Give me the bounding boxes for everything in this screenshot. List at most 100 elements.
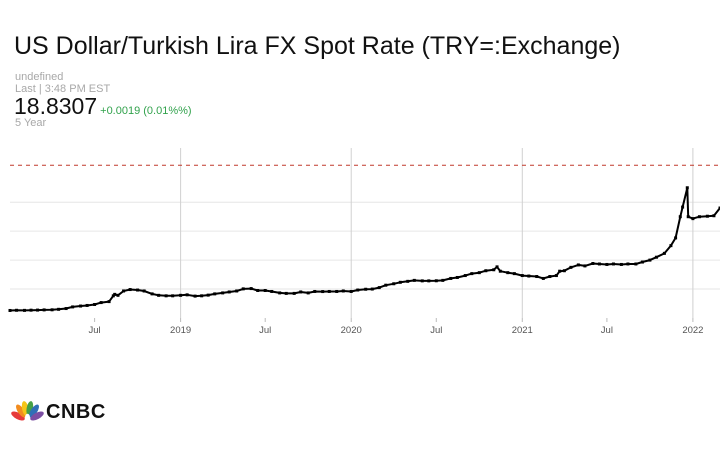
data-point — [506, 271, 510, 275]
data-point — [122, 289, 126, 293]
cnbc-peacock-icon — [11, 401, 44, 421]
data-point — [498, 269, 502, 273]
data-point — [29, 308, 33, 312]
x-tick-label: Jul — [259, 325, 271, 336]
data-point — [535, 275, 539, 279]
data-point — [93, 302, 97, 306]
data-point — [116, 293, 120, 297]
x-tick-label: 2020 — [341, 325, 362, 336]
series-line — [9, 186, 720, 312]
data-point — [420, 279, 424, 283]
data-point — [470, 272, 474, 276]
data-point — [8, 308, 12, 312]
x-tick-label: 2021 — [512, 325, 533, 336]
data-point — [341, 289, 345, 293]
data-point — [249, 287, 253, 291]
data-point — [384, 283, 388, 287]
data-point — [256, 289, 260, 293]
data-point — [548, 275, 552, 279]
data-point — [654, 255, 658, 259]
page-title: US Dollar/Turkish Lira FX Spot Rate (TRY… — [14, 32, 621, 60]
data-point — [157, 293, 161, 297]
data-point — [50, 308, 54, 312]
data-point — [611, 262, 615, 266]
data-point — [527, 274, 531, 278]
data-point — [626, 262, 630, 266]
data-point — [398, 280, 402, 284]
data-point — [712, 214, 716, 218]
data-point — [697, 215, 701, 219]
data-point — [512, 272, 516, 276]
data-point — [356, 288, 360, 292]
data-point — [235, 289, 239, 293]
data-point — [150, 292, 154, 296]
data-point — [270, 289, 274, 293]
data-point — [492, 268, 496, 272]
cnbc-logo-text: CNBC — [46, 401, 106, 423]
x-tick-label: 2019 — [170, 325, 191, 336]
data-point — [284, 291, 288, 295]
data-point — [200, 294, 204, 298]
data-point — [541, 276, 545, 280]
last-updated-label: Last | 3:48 PM EST — [15, 83, 111, 95]
data-point — [136, 288, 140, 292]
data-point — [306, 291, 310, 295]
data-point — [392, 282, 396, 286]
data-point — [321, 290, 325, 294]
data-point — [558, 269, 562, 273]
x-tick-label: Jul — [601, 325, 613, 336]
data-point — [227, 290, 231, 294]
data-point — [718, 206, 720, 210]
data-point — [569, 265, 573, 269]
data-point — [412, 278, 416, 282]
data-point — [221, 291, 225, 295]
data-point — [669, 244, 673, 248]
source-label: undefined — [15, 71, 64, 83]
data-point — [128, 288, 132, 292]
data-point — [79, 304, 83, 308]
data-point — [179, 293, 183, 297]
data-point — [71, 305, 75, 309]
data-point — [85, 303, 89, 307]
data-point — [477, 271, 481, 275]
data-point — [427, 279, 431, 283]
data-point — [171, 294, 175, 298]
data-point — [406, 279, 410, 283]
data-point — [674, 236, 678, 240]
data-point — [142, 289, 146, 293]
data-point — [185, 293, 189, 297]
data-point — [335, 289, 339, 293]
data-point — [22, 308, 26, 312]
data-point — [662, 251, 666, 255]
data-point — [583, 264, 587, 268]
data-point — [99, 301, 103, 305]
range-label: 5 Year — [15, 117, 47, 129]
data-point — [164, 294, 168, 298]
current-price: 18.8307 — [14, 93, 98, 119]
data-point — [591, 261, 595, 265]
data-point — [349, 289, 353, 293]
data-point — [434, 279, 438, 283]
data-point — [64, 307, 68, 311]
data-point — [455, 275, 459, 279]
data-point — [484, 269, 488, 273]
data-point — [327, 289, 331, 293]
data-point — [705, 214, 709, 218]
data-point — [15, 308, 19, 312]
data-point — [691, 217, 695, 221]
x-tick-label: Jul — [89, 325, 101, 336]
data-point — [213, 292, 217, 296]
data-point — [634, 262, 638, 266]
data-point — [370, 287, 374, 291]
data-point — [597, 262, 601, 266]
data-point — [640, 260, 644, 264]
data-point — [292, 291, 296, 295]
price-chart: Jul 2019 Jul 2020 Jul 2021 Jul 2022 — [8, 148, 720, 336]
data-point — [449, 276, 453, 280]
data-point — [57, 307, 61, 311]
data-point — [648, 258, 652, 262]
data-point — [520, 274, 524, 278]
data-point — [42, 308, 46, 312]
data-point — [681, 205, 685, 209]
data-point — [576, 263, 580, 267]
